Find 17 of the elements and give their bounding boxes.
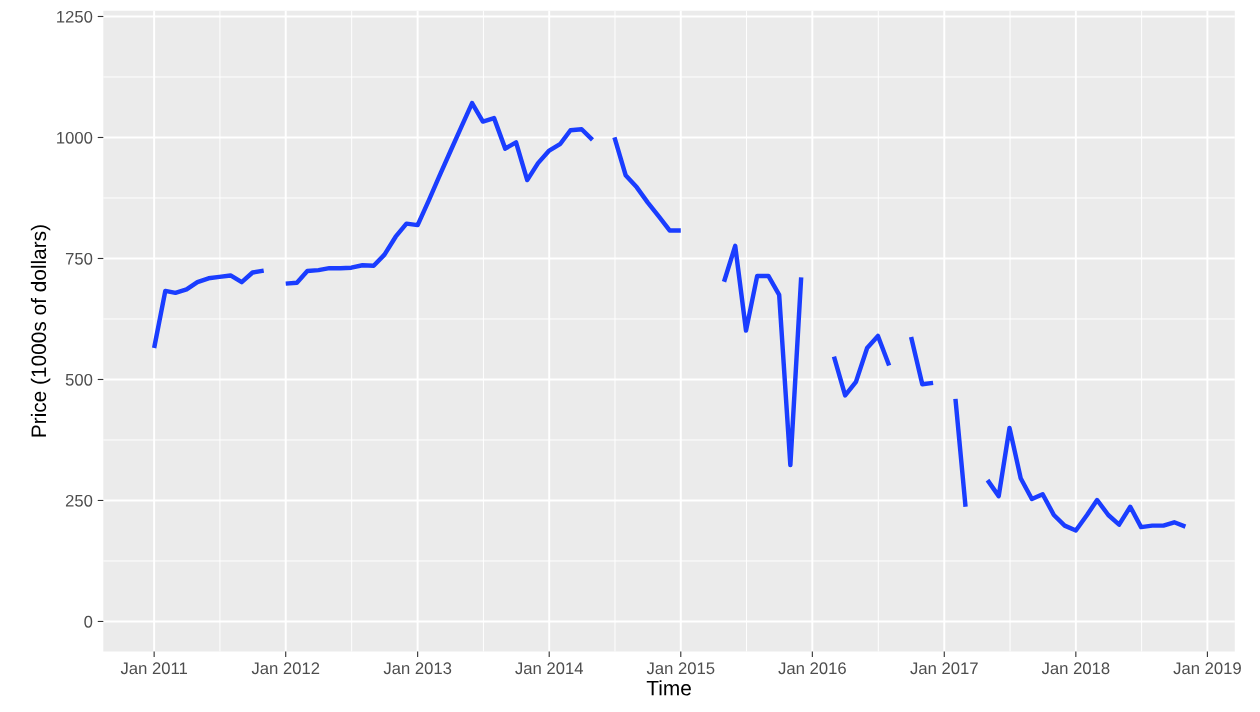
- y-tick-label: 750: [65, 252, 93, 265]
- y-tick-label: 1000: [57, 131, 93, 144]
- x-tick-label: Jan 2019: [1173, 662, 1241, 675]
- x-tick-label: Jan 2013: [383, 662, 452, 675]
- x-tick-label: Jan 2011: [120, 662, 188, 675]
- x-axis-title: Time: [646, 680, 691, 696]
- y-axis-title: Price (1000s of dollars): [30, 225, 51, 437]
- x-tick-label: Jan 2012: [251, 662, 320, 675]
- x-tick-label: Jan 2016: [778, 662, 846, 675]
- x-tick-label: Jan 2015: [646, 662, 715, 675]
- x-tick-label: Jan 2018: [1041, 662, 1110, 675]
- x-tick-label: Jan 2014: [515, 662, 584, 675]
- y-tick-label: 1250: [57, 10, 93, 23]
- y-tick-label: 250: [65, 494, 93, 507]
- y-tick-label: 0: [84, 615, 93, 628]
- x-tick-label: Jan 2017: [910, 662, 978, 675]
- y-tick-label: 500: [65, 373, 93, 386]
